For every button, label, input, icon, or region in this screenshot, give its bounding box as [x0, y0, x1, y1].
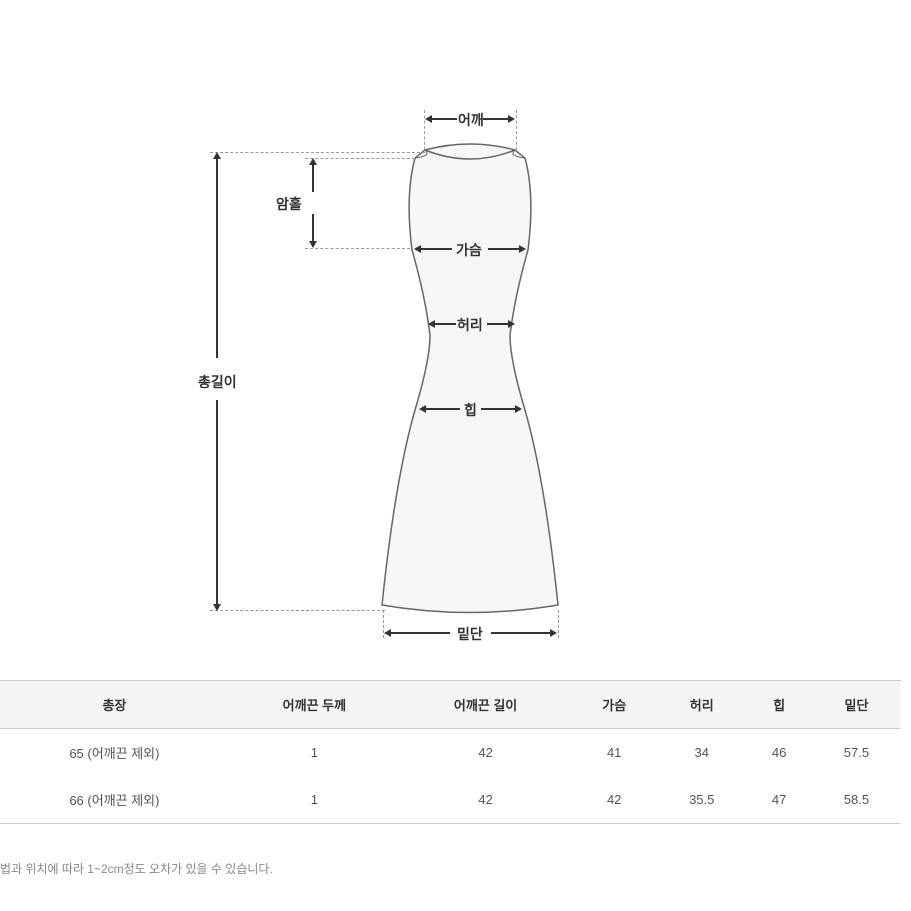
- cell: 42: [400, 729, 571, 777]
- label-shoulder: 어깨: [458, 110, 484, 130]
- cell: 1: [229, 776, 400, 824]
- cell: 46: [746, 729, 812, 777]
- measurements-table: 총장 어깨끈 두께 어깨끈 길이 가슴 허리 힙 밑단 65 (어깨끈 제외) …: [0, 680, 901, 824]
- label-waist: 허리: [457, 315, 483, 335]
- table-row: 65 (어깨끈 제외) 1 42 41 34 46 57.5: [0, 729, 901, 777]
- col-header: 허리: [657, 681, 746, 729]
- col-header: 밑단: [812, 681, 901, 729]
- label-hem: 밑단: [457, 624, 483, 644]
- label-hip: 힙: [464, 400, 477, 420]
- cell: 47: [746, 776, 812, 824]
- cell: 65 (어깨끈 제외): [0, 729, 229, 777]
- cell: 1: [229, 729, 400, 777]
- col-header: 어깨끈 두께: [229, 681, 400, 729]
- label-length: 총길이: [198, 372, 237, 392]
- table-header-row: 총장 어깨끈 두께 어깨끈 길이 가슴 허리 힙 밑단: [0, 681, 901, 729]
- cell: 35.5: [657, 776, 746, 824]
- col-header: 어깨끈 길이: [400, 681, 571, 729]
- cell: 66 (어깨끈 제외): [0, 776, 229, 824]
- col-header: 힙: [746, 681, 812, 729]
- cell: 34: [657, 729, 746, 777]
- table-row: 66 (어깨끈 제외) 1 42 42 35.5 47 58.5: [0, 776, 901, 824]
- cell: 58.5: [812, 776, 901, 824]
- col-header: 가슴: [571, 681, 657, 729]
- cell: 42: [400, 776, 571, 824]
- dress-outline: [350, 140, 590, 620]
- measurement-diagram: 어깨 총길이 암홀 가슴 허리 힙 밑단: [180, 80, 730, 640]
- size-table: 총장 어깨끈 두께 어깨끈 길이 가슴 허리 힙 밑단 65 (어깨끈 제외) …: [0, 680, 911, 824]
- cell: 41: [571, 729, 657, 777]
- label-armhole: 암홀: [276, 194, 302, 214]
- cell: 42: [571, 776, 657, 824]
- col-header: 총장: [0, 681, 229, 729]
- footnote-text: 법과 위치에 따라 1~2cm정도 오차가 있을 수 있습니다.: [0, 860, 273, 877]
- cell: 57.5: [812, 729, 901, 777]
- label-chest: 가슴: [456, 240, 482, 260]
